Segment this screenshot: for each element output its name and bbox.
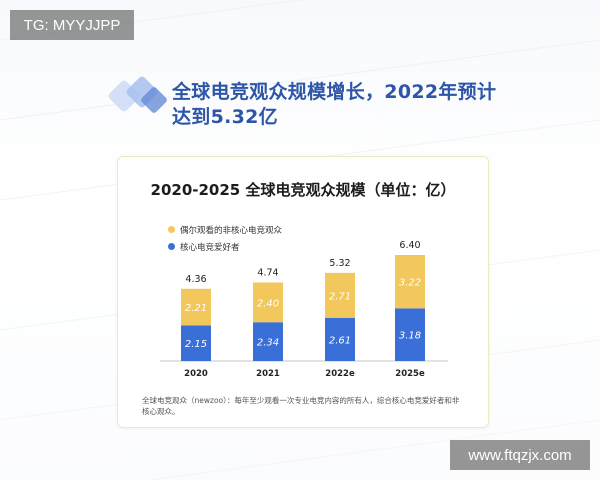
chart-legend: 偶尔观看的非核心电竞观众 核心电竞爱好者 bbox=[168, 222, 282, 256]
data-label-casual-2022e: 2.71 bbox=[329, 291, 351, 302]
total-label-2020: 4.36 bbox=[185, 274, 206, 285]
legend-swatch-casual bbox=[168, 226, 175, 233]
bar-core-2022e bbox=[325, 317, 355, 361]
total-label-2021: 4.74 bbox=[257, 267, 278, 278]
bar-core-2021 bbox=[253, 322, 283, 361]
legend-swatch-core bbox=[168, 243, 175, 250]
x-tick-label-2020: 2020 bbox=[184, 369, 208, 379]
x-tick-label-2025e: 2025e bbox=[395, 369, 425, 379]
bar-core-2020 bbox=[181, 325, 211, 361]
data-label-casual-2025e: 3.22 bbox=[399, 278, 421, 289]
headline-line-2: 达到5.32亿 bbox=[172, 106, 278, 128]
data-label-core-2025e: 3.18 bbox=[399, 331, 421, 342]
data-label-core-2022e: 2.61 bbox=[329, 335, 351, 346]
bar-casual-2021 bbox=[253, 282, 283, 323]
x-tick-label-2022e: 2022e bbox=[325, 369, 355, 379]
legend-item-core: 核心电竞爱好者 bbox=[168, 239, 282, 254]
x-tick-label-2021: 2021 bbox=[256, 369, 280, 379]
headline: 全球电竞观众规模增长，2022年预计 达到5.32亿 bbox=[172, 80, 502, 130]
bar-core-2025e bbox=[395, 308, 425, 361]
watermark-bottom: www.ftqzjx.com bbox=[450, 440, 590, 470]
data-label-core-2020: 2.15 bbox=[185, 339, 207, 350]
chart-footnote: 全球电竞观众（newzoo）：每年至少观看一次专业电竞内容的所有人，综合核心电竞… bbox=[142, 396, 460, 416]
total-label-2025e: 6.40 bbox=[399, 240, 420, 251]
total-label-2022e: 5.32 bbox=[329, 258, 350, 269]
data-label-casual-2021: 2.40 bbox=[257, 298, 279, 309]
chart-card: 2020-2025 全球电竞观众规模（单位：亿） 偶尔观看的非核心电竞观众 核心… bbox=[117, 156, 489, 428]
bar-casual-2025e bbox=[395, 255, 425, 309]
data-label-core-2021: 2.34 bbox=[257, 338, 279, 349]
legend-label-casual: 偶尔观看的非核心电竞观众 bbox=[180, 225, 283, 236]
data-label-casual-2020: 2.21 bbox=[185, 303, 207, 314]
legend-item-casual: 偶尔观看的非核心电竞观众 bbox=[168, 222, 282, 237]
diamond-logo-icon bbox=[108, 76, 167, 113]
bar-casual-2020 bbox=[181, 288, 211, 326]
headline-line-1: 全球电竞观众规模增长，2022年预计 bbox=[172, 81, 497, 103]
bar-casual-2022e bbox=[325, 272, 355, 318]
bar-chart: 2.15 2.21 4.36 2020 2.34 2.40 4.74 2021 2.61 2.71… bbox=[160, 240, 448, 379]
watermark-top: TG: MYYJJPP bbox=[10, 10, 134, 40]
chart-title: 2020-2025 全球电竞观众规模（单位：亿） bbox=[150, 181, 456, 199]
legend-label-core: 核心电竞爱好者 bbox=[180, 242, 240, 253]
